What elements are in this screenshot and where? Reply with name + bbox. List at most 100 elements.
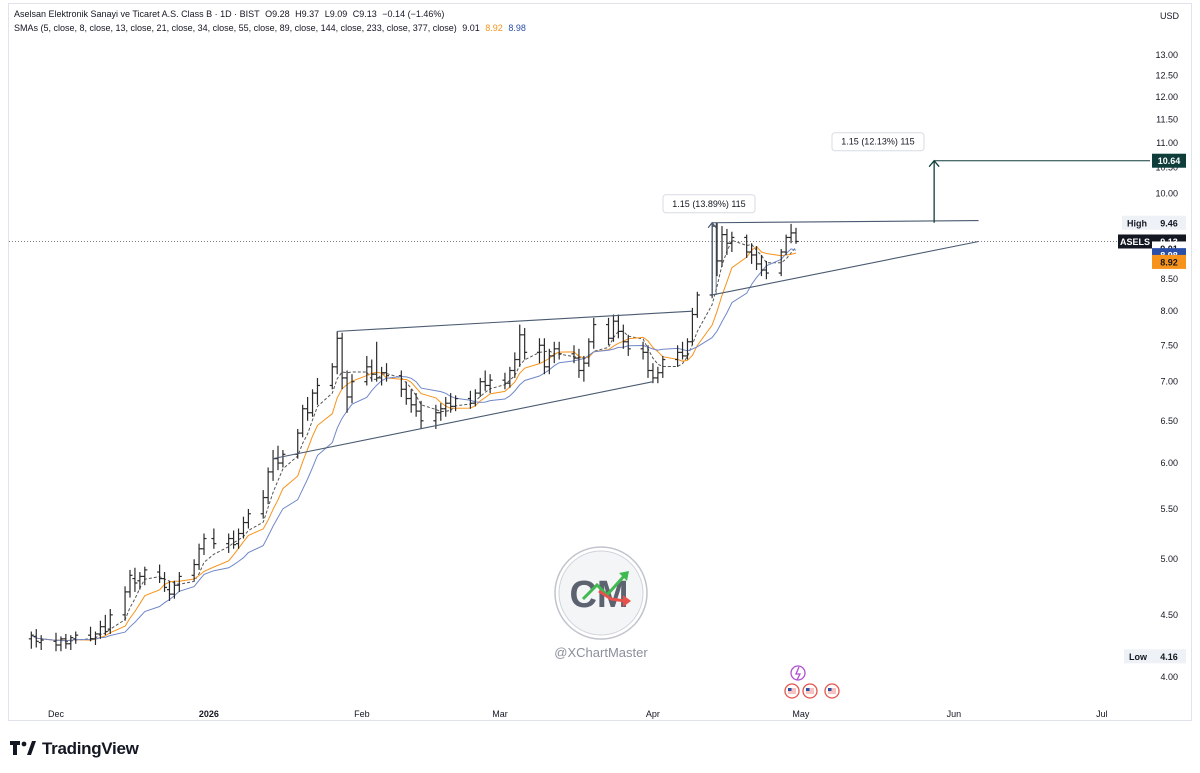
sma-label: SMAs (5, close, 8, close, 13, close, 21,… <box>14 23 457 33</box>
ohlc-bar <box>620 324 626 349</box>
target-price-tag: 10.64 <box>1152 153 1186 168</box>
us-flag-event-icon <box>824 683 840 699</box>
ohlc-bar <box>132 567 138 592</box>
ohlc-bar <box>467 390 473 409</box>
ohlc-bar <box>191 559 197 581</box>
ohlc-bar <box>477 377 483 397</box>
ohlc-bar <box>157 564 163 583</box>
ohlc-bar <box>615 314 621 339</box>
ohlc-bar <box>453 395 459 412</box>
ohlc-bar <box>680 341 686 360</box>
ohlc-bar <box>689 307 695 346</box>
ohlc-bar <box>53 632 59 652</box>
ohlc-bar <box>236 528 242 549</box>
ohlc-bar <box>226 533 232 553</box>
sma-tag-3-text: 8.92 <box>1160 257 1178 267</box>
ohlc-bar <box>107 609 113 634</box>
ohlc-bar <box>744 234 750 258</box>
tradingview-wordmark: TradingView <box>42 739 139 758</box>
ohlc-bar <box>171 580 177 599</box>
ohlc-bar <box>660 355 666 378</box>
ohlc-bar <box>102 614 108 636</box>
ohlc-bar <box>443 396 449 417</box>
ohlc-bar <box>63 633 69 649</box>
ohlc-bar <box>551 341 557 364</box>
ohlc-bar <box>240 516 246 539</box>
currency-label[interactable]: USD <box>1160 11 1180 21</box>
ohlc-bar <box>329 363 335 390</box>
low-label-tag-bg <box>1124 649 1152 664</box>
ohlc-bar <box>472 389 478 407</box>
time-tick-label: May <box>792 709 810 719</box>
ohlc-bar <box>265 467 271 505</box>
price-tick-label: 13.00 <box>1155 50 1178 60</box>
time-tick-label: Jul <box>1096 709 1108 719</box>
ohlc-bar <box>783 234 789 255</box>
ohlc-bar <box>536 338 542 364</box>
ohlc-bar <box>586 338 592 367</box>
ohlc-bar <box>763 260 769 280</box>
close-value: C9.13 <box>352 9 377 19</box>
ohlc-bar <box>92 631 98 646</box>
ohlc-bar <box>300 404 306 438</box>
ohlc-bar <box>655 366 661 384</box>
ohlc-bar <box>137 572 143 590</box>
ohlc-bar <box>645 345 651 378</box>
us-flag-canton-icon <box>806 688 810 691</box>
ohlc-bar <box>546 348 552 375</box>
ohlc-bar <box>201 533 207 556</box>
high-label-tag-text: High <box>1127 218 1147 228</box>
ohlc-bar <box>68 635 74 650</box>
watermark-down-arrowhead-icon <box>623 595 631 607</box>
ohlc-bar <box>724 228 730 255</box>
ohlc-bar <box>610 314 616 342</box>
flag-upper-line <box>712 219 979 224</box>
symbol-tag-bg <box>1118 234 1152 249</box>
ohlc-bar <box>581 355 587 382</box>
ohlc-bar <box>305 396 311 421</box>
ohlc-bar <box>231 530 237 549</box>
ohlc-bar <box>418 400 424 429</box>
ohlc-bar <box>640 341 646 360</box>
ohlc-bar <box>788 223 794 244</box>
legend-sma-line[interactable]: SMAs (5, close, 8, close, 13, close, 21,… <box>14 23 529 33</box>
measure-label-1-text: 1.15 (13.89%) 115 <box>672 199 745 209</box>
us-flag-event-icon <box>784 683 800 699</box>
ohlc-bar <box>606 317 612 346</box>
ohlc-bar <box>310 389 316 417</box>
ohlc-bar <box>196 543 202 570</box>
ohlc-bar <box>694 291 700 318</box>
ohlc-bar <box>166 580 172 601</box>
measure-label-1-box <box>662 194 756 214</box>
watermark-up-arrow-icon <box>581 573 627 601</box>
high-value: H9.37 <box>295 9 320 19</box>
ohlc-bar <box>398 370 404 397</box>
ohlc-bar <box>260 490 266 519</box>
ohlc-bar <box>374 341 380 382</box>
symbol-tag-text: ASELS <box>1120 237 1150 247</box>
ohlc-bar <box>650 363 656 384</box>
ohlc-bar <box>482 370 488 391</box>
ohlc-bar <box>413 393 419 417</box>
ohlc-bar <box>749 243 755 264</box>
ohlc-bar <box>349 374 355 404</box>
ohlc-bar <box>334 331 340 375</box>
ohlc-bar <box>245 508 251 529</box>
ohlc-bar <box>778 249 784 277</box>
us-flag-stripes-icon <box>788 688 796 694</box>
time-tick-label: Mar <box>492 709 508 719</box>
flag-lower-line <box>712 240 979 296</box>
price-tick-label: 10.00 <box>1155 188 1178 198</box>
price-tick-label: 6.00 <box>1160 458 1178 468</box>
low-value-tag-bg <box>1152 649 1186 664</box>
sma-fast-line <box>31 239 797 643</box>
tradingview-logo[interactable]: TradingView <box>10 739 139 759</box>
ohlc-bar <box>280 449 286 468</box>
sma-value-3: 8.98 <box>508 23 526 33</box>
watermark-down-arrow-icon <box>598 589 626 603</box>
ohlc-bar <box>719 226 725 267</box>
ohlc-bar <box>88 626 94 642</box>
measure-label-2: 1.15 (12.13%) 115 <box>831 132 925 152</box>
ohlc-bar <box>571 345 577 364</box>
